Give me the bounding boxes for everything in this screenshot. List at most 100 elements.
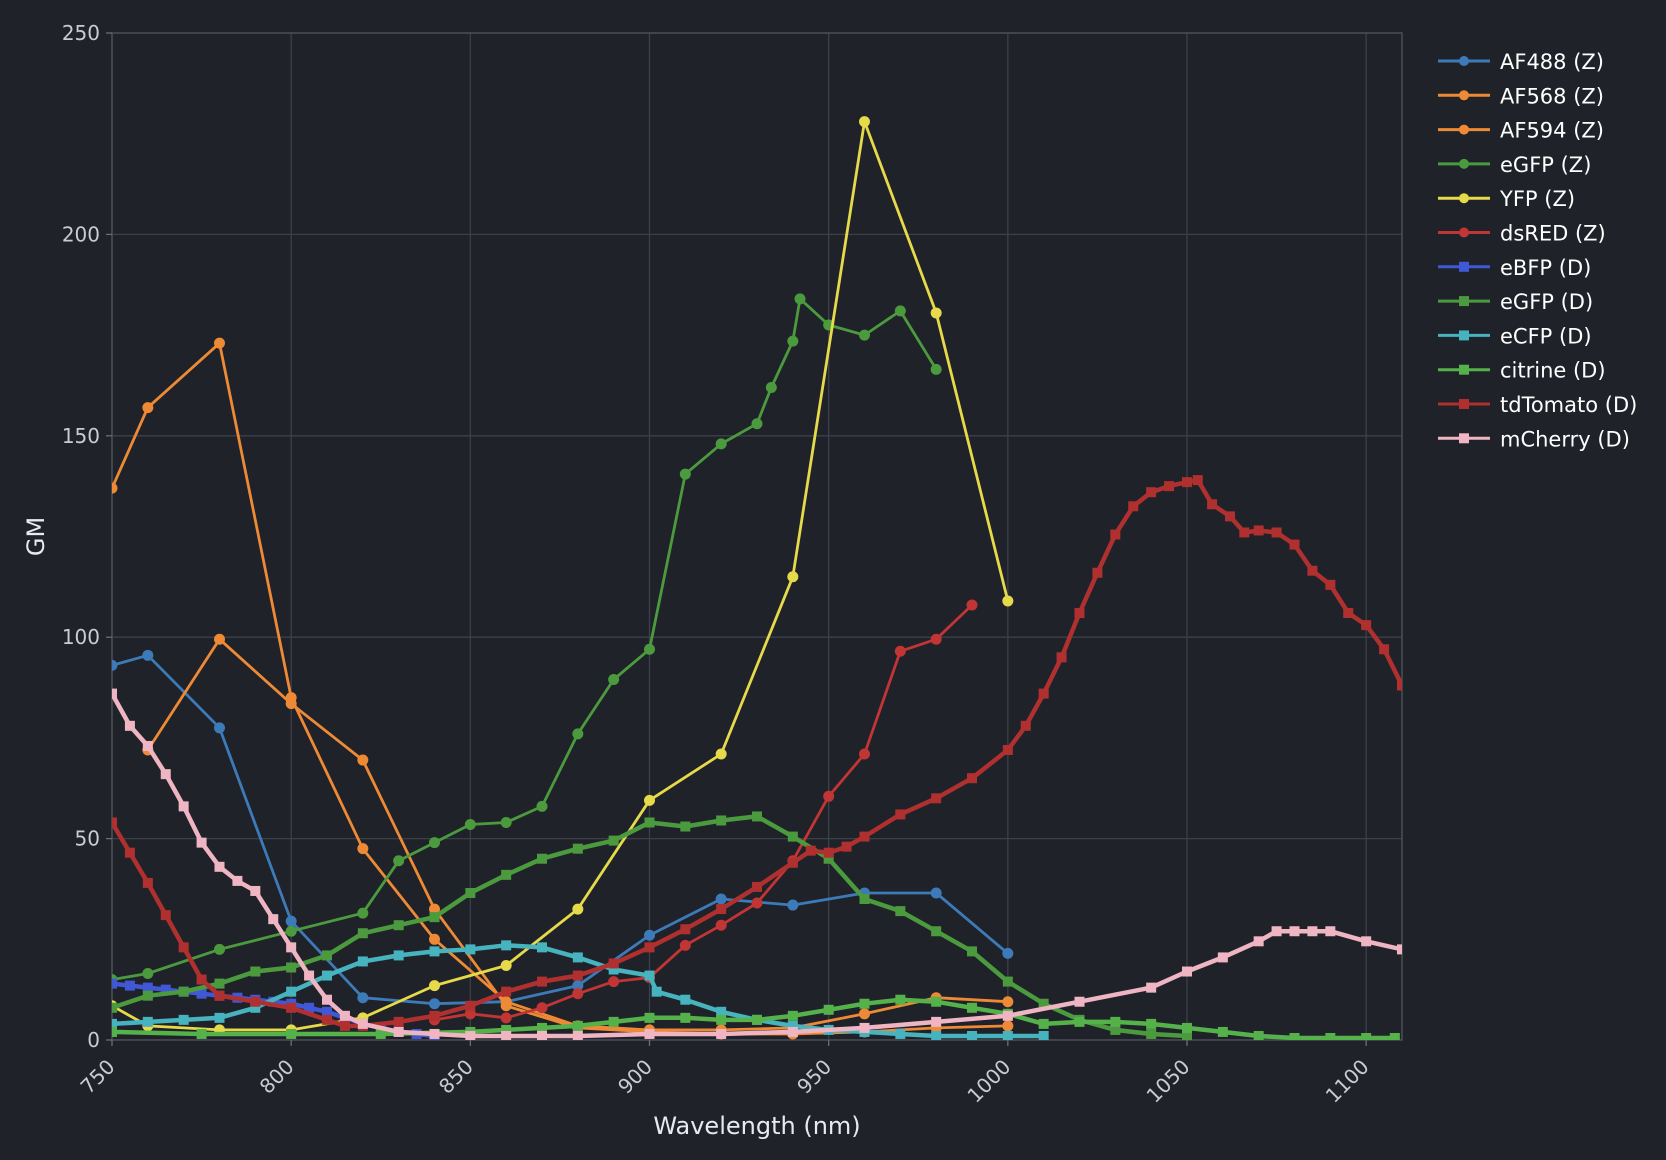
- data-point: [572, 1030, 583, 1040]
- data-point: [112, 482, 118, 494]
- data-point: [357, 843, 369, 855]
- data-point: [787, 335, 799, 347]
- legend-item[interactable]: eBFP (D): [1438, 256, 1591, 280]
- data-point: [895, 906, 906, 917]
- data-point: [464, 1008, 476, 1020]
- data-point: [859, 998, 870, 1009]
- data-point: [608, 673, 620, 685]
- data-point: [250, 966, 261, 977]
- legend-item[interactable]: AF594 (Z): [1438, 119, 1604, 143]
- series-7: [112, 811, 1192, 1040]
- data-point: [429, 903, 440, 915]
- data-point: [1271, 527, 1282, 538]
- data-point: [716, 815, 727, 826]
- data-point: [536, 800, 548, 812]
- legend-label: AF488 (Z): [1500, 50, 1604, 74]
- legend-label: YFP (Z): [1499, 187, 1575, 211]
- data-point: [1164, 481, 1175, 492]
- legend-item[interactable]: AF488 (Z): [1438, 50, 1604, 74]
- series-line: [112, 120, 1010, 1032]
- data-point: [1002, 1020, 1014, 1032]
- data-point: [112, 817, 117, 828]
- data-point: [1074, 608, 1085, 619]
- data-point: [1038, 1018, 1049, 1029]
- data-point: [178, 1014, 189, 1025]
- data-point: [823, 790, 835, 802]
- data-point: [1325, 579, 1336, 590]
- data-point: [1002, 1010, 1013, 1021]
- legend-item[interactable]: AF568 (Z): [1438, 84, 1604, 108]
- data-point: [429, 912, 440, 923]
- data-point: [715, 893, 727, 905]
- data-point: [465, 1030, 476, 1040]
- data-point: [196, 1028, 207, 1039]
- legend-item[interactable]: citrine (D): [1438, 359, 1606, 383]
- data-point: [644, 643, 655, 655]
- legend-swatch-marker: [1459, 364, 1469, 375]
- data-point: [285, 925, 297, 937]
- data-point: [572, 1020, 583, 1031]
- data-point: [501, 1024, 512, 1035]
- data-point: [142, 649, 154, 661]
- data-point: [1325, 926, 1336, 937]
- data-point: [716, 904, 727, 915]
- data-point: [393, 1026, 404, 1037]
- data-point: [268, 914, 279, 925]
- data-point: [501, 869, 512, 880]
- data-point: [895, 809, 906, 820]
- legend-swatch-marker: [1459, 261, 1469, 272]
- data-point: [1092, 567, 1103, 578]
- data-point: [644, 1028, 655, 1039]
- data-point: [1002, 947, 1014, 959]
- data-point: [752, 881, 762, 892]
- series-line: [112, 943, 1046, 1039]
- data-point: [1397, 680, 1402, 691]
- data-point: [895, 994, 906, 1005]
- legend-swatch-marker: [1459, 227, 1469, 238]
- data-point: [1128, 501, 1139, 512]
- legend-item[interactable]: eCFP (D): [1438, 324, 1592, 348]
- data-point: [716, 1028, 727, 1039]
- data-point: [465, 887, 476, 898]
- data-point: [537, 853, 547, 864]
- data-point: [787, 831, 798, 842]
- data-point: [967, 946, 977, 957]
- series-3: [112, 293, 942, 986]
- legend-swatch-marker: [1459, 330, 1469, 341]
- data-point: [286, 986, 297, 997]
- data-point: [859, 329, 870, 341]
- data-point: [644, 929, 655, 941]
- data-point: [160, 984, 171, 995]
- data-point: [142, 740, 153, 751]
- data-point: [859, 116, 870, 128]
- legend-item[interactable]: dsRED (Z): [1438, 222, 1606, 246]
- data-point: [823, 1004, 834, 1015]
- data-point: [931, 1030, 942, 1040]
- data-point: [1239, 527, 1250, 538]
- legend-item[interactable]: YFP (Z): [1438, 187, 1575, 211]
- data-point: [680, 821, 691, 832]
- data-point: [142, 968, 154, 980]
- legend-label: citrine (D): [1500, 359, 1606, 383]
- legend-swatch-marker: [1459, 56, 1469, 66]
- data-point: [894, 645, 906, 657]
- legend[interactable]: AF488 (Z) AF568 (Z) AF594 (Z) eGFP (Z) YFP (…: [1438, 50, 1637, 451]
- data-point: [787, 857, 798, 868]
- series-line: [433, 603, 974, 1022]
- legend-item[interactable]: eGFP (D): [1438, 290, 1593, 314]
- data-point: [787, 571, 799, 583]
- data-point: [751, 418, 763, 430]
- data-point: [651, 986, 662, 997]
- series-line: [112, 341, 1010, 1032]
- y-tick-label: 0: [87, 1028, 100, 1052]
- data-point: [214, 990, 225, 1001]
- data-point: [1038, 688, 1049, 699]
- legend-item[interactable]: mCherry (D): [1438, 427, 1630, 451]
- data-point: [160, 769, 171, 780]
- legend-item[interactable]: tdTomato (D): [1438, 393, 1637, 417]
- data-point: [285, 698, 297, 710]
- data-point: [357, 928, 368, 939]
- data-point: [931, 996, 942, 1007]
- data-point: [1271, 926, 1282, 937]
- legend-item[interactable]: eGFP (Z): [1438, 153, 1591, 177]
